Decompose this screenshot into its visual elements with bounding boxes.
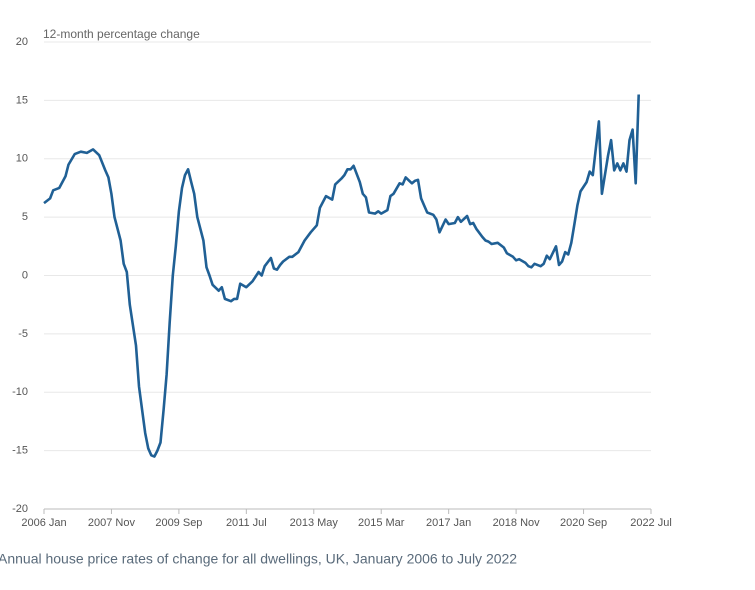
y-tick-label: 15 [16,94,28,106]
x-tick-label: 2018 Nov [493,517,541,529]
x-tick-label: 2011 Jul [226,517,267,529]
y-axis-label: 12-month percentage change [43,27,200,41]
x-tick-label: 2015 Mar [358,517,405,529]
y-tick-label: -20 [12,503,28,515]
y-tick-label: 5 [22,211,28,223]
y-tick-label: -5 [18,328,28,340]
caption: Annual house price rates of change for a… [0,551,517,567]
x-tick-label: 2009 Sep [155,517,202,529]
y-tick-label: -15 [12,445,28,457]
x-tick-label: 2006 Jan [21,517,66,529]
y-tick-label: 0 [22,269,28,281]
x-tick-label: 2017 Jan [426,517,471,529]
y-tick-label: 20 [16,36,28,48]
line [43,94,640,458]
x-tick-label: 2020 Sep [560,517,607,529]
y-tick-label: 10 [16,153,28,165]
x-tick-label: 2013 May [290,517,339,529]
x-tick-label: 2007 Nov [88,517,136,529]
y-tick-label: -10 [12,386,28,398]
x-tick-label: 2022 Jul [630,517,672,529]
